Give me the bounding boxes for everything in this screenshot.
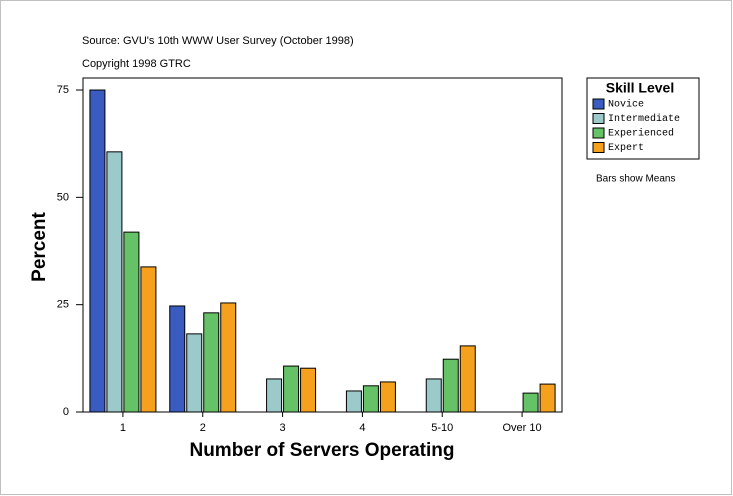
legend-label: Novice (608, 99, 644, 111)
bar (140, 266, 157, 413)
legend-title: Skill Level (606, 80, 674, 96)
y-tick-label: 0 (63, 406, 69, 418)
bar (123, 231, 140, 413)
x-tick-label: 3 (280, 422, 286, 434)
bar (539, 383, 556, 413)
source: Source: GVU's 10th WWW User Survey (Octo… (82, 35, 354, 47)
x-tick-label: 1 (120, 422, 126, 434)
bar (89, 89, 106, 413)
bar (186, 333, 203, 413)
x-tick-label: 4 (359, 422, 365, 434)
legend-label: Expert (608, 143, 644, 154)
bar (300, 367, 317, 413)
legend-swatch (592, 113, 605, 124)
plot-area (82, 77, 563, 413)
x-tick-label: 5-10 (431, 422, 453, 434)
bar (203, 312, 220, 413)
bar (169, 305, 186, 413)
y-axis-title: Percent (29, 211, 50, 281)
bar (379, 381, 396, 413)
bar (459, 345, 476, 413)
x-tick-label: Over 10 (503, 422, 542, 434)
bar (220, 302, 237, 413)
bar (442, 358, 459, 413)
legend-swatch (592, 98, 605, 110)
y-tick-label: 75 (57, 84, 69, 96)
legend-label: Experienced (608, 128, 674, 140)
note: Bars show Means (596, 174, 675, 185)
legend-swatch (592, 142, 605, 153)
copyright: Copyright 1998 GTRC (82, 58, 191, 70)
bar (522, 392, 539, 413)
legend-box (586, 77, 700, 160)
y-tick-label: 50 (57, 191, 69, 203)
legend-label: Intermediate (608, 113, 680, 125)
bar (106, 151, 123, 413)
legend-swatch (592, 127, 605, 139)
bar (345, 390, 362, 413)
bar (283, 365, 300, 413)
bar (425, 378, 442, 413)
bar (266, 378, 283, 413)
bar (362, 385, 379, 413)
x-axis-title: Number of Servers Operating (189, 440, 454, 461)
x-tick-label: 2 (200, 422, 206, 434)
y-tick-label: 25 (57, 299, 69, 311)
